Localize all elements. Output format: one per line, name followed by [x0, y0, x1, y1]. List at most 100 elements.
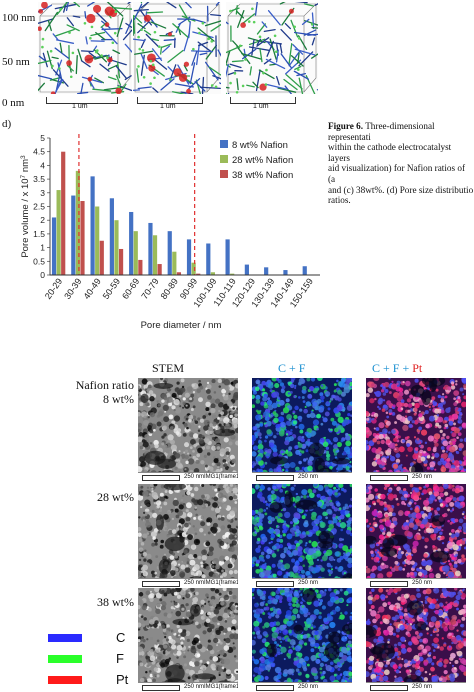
cfpt-header-pt: Pt	[412, 361, 422, 375]
scale-bar	[370, 581, 408, 587]
bar-1-90-99	[187, 239, 191, 275]
map-cfpt-row1: 250 nm	[366, 378, 466, 482]
x-tick-label: 80-89	[159, 276, 180, 301]
cf-header: C + F	[278, 361, 305, 376]
x-tick-label: 50-59	[101, 276, 122, 301]
x-tick-label: 20-29	[43, 276, 64, 301]
x-tick-label: 30-39	[62, 276, 83, 301]
bar-1-150-159	[303, 266, 307, 275]
legend-label-f: F	[116, 651, 124, 666]
y-tick-label: 1	[40, 243, 45, 253]
scale-bar	[142, 475, 180, 481]
scale-bar-label: 250 nm	[298, 474, 318, 480]
legend-label-c: C	[116, 630, 125, 645]
row-label-8wt: 8 wt%	[60, 392, 134, 407]
legend-swatch-c	[48, 634, 82, 642]
map-cfpt-row3: 250 nm	[366, 588, 466, 692]
frame-tag: IMG1(frame1)	[204, 684, 238, 690]
y-tick-label: 4.5	[33, 147, 45, 157]
scale-bar	[142, 581, 180, 587]
scale-bar-strip: 250 nm	[252, 682, 352, 692]
y-axis-label: Pore volume / x 107 nm3	[20, 155, 31, 258]
bar-2-70-79	[153, 235, 157, 275]
bar-1-100-109	[206, 243, 210, 275]
scale-bar	[370, 475, 408, 481]
bar-2-20-29	[57, 190, 61, 275]
bar-2-80-89	[172, 252, 176, 275]
cfpt-header-prefix: C + F +	[372, 361, 412, 375]
scale-bar-strip: 250 nm	[252, 472, 352, 482]
bar-1-110-119	[226, 239, 230, 275]
y-tick-label: 1.5	[33, 229, 45, 239]
legend-label-3: 38 wt% Nafion	[232, 170, 293, 181]
map-cf-row3: 250 nm	[252, 588, 352, 692]
x-tick-label: 60-69	[120, 276, 141, 301]
y-tick-label: 4	[40, 160, 45, 170]
y-tick-label: 3	[40, 188, 45, 198]
scale-bar-strip: 250 nm	[366, 578, 466, 588]
scale-bar-strip: 250 nm	[252, 578, 352, 588]
bar-3-70-79	[158, 264, 162, 275]
scale-bar-strip: 250 nm	[366, 682, 466, 692]
bar-2-60-69	[134, 231, 138, 275]
cfpt-header: C + F + Pt	[372, 361, 422, 376]
scale-bar	[256, 581, 294, 587]
stem-header: STEM	[152, 361, 184, 376]
bar-1-140-149	[283, 270, 287, 275]
bar-1-80-89	[168, 231, 172, 275]
y-tick-label: 0.5	[33, 256, 45, 266]
y-tick-label: 0	[40, 270, 45, 280]
row-label-38wt: 38 wt%	[60, 595, 134, 610]
legend-label-1: 8 wt% Nafion	[232, 140, 288, 151]
bar-3-40-49	[100, 241, 104, 275]
bar-1-20-29	[52, 217, 56, 275]
x-tick-label: 70-79	[139, 276, 160, 301]
legend-swatch-f	[48, 655, 82, 663]
bar-1-130-139	[264, 267, 268, 275]
bar-3-50-59	[119, 249, 123, 275]
legend-swatch-pt	[48, 676, 82, 684]
scale-bar-label: 250 nm	[298, 580, 318, 586]
bar-1-30-39	[71, 196, 75, 275]
map-cfpt-row2: 250 nm	[366, 484, 466, 588]
y-tick-label: 2	[40, 215, 45, 225]
frame-tag: IMG1(frame1)	[204, 474, 238, 480]
row-label-28wt: 28 wt%	[60, 490, 134, 505]
scale-bar-label: 250 nm	[298, 684, 318, 690]
bar-1-120-129	[245, 265, 249, 275]
scale-bar-strip: 250 nm	[366, 472, 466, 482]
scale-bar-label: 250 nm	[412, 474, 432, 480]
scale-bar-label: 250 nm	[412, 580, 432, 586]
scale-bar-label: 250 nm	[412, 684, 432, 690]
bar-3-60-69	[138, 260, 142, 275]
scale-bar	[256, 475, 294, 481]
bar-3-30-39	[80, 201, 84, 275]
map-cf-row1: 250 nm	[252, 378, 352, 482]
bar-1-40-49	[91, 176, 95, 275]
bar-2-50-59	[114, 220, 118, 275]
pore-size-chart: 00.511.522.533.544.5520-2930-3940-4950-5…	[0, 0, 474, 330]
legend-label-pt: Pt	[116, 672, 128, 687]
legend-label-2: 28 wt% Nafion	[232, 155, 293, 166]
frame-tag: IMG1(frame1)	[204, 580, 238, 586]
x-tick-label: 40-49	[81, 276, 102, 301]
bar-3-20-29	[61, 152, 65, 275]
legend-swatch-1	[220, 140, 228, 148]
bar-2-40-49	[95, 207, 99, 276]
y-tick-label: 2.5	[33, 202, 45, 212]
x-axis-label: Pore diameter / nm	[141, 320, 222, 330]
bar-1-50-59	[110, 198, 114, 275]
scale-bar-label: 250 nm	[184, 580, 204, 586]
y-tick-label: 3.5	[33, 174, 45, 184]
legend-swatch-3	[220, 170, 228, 178]
row-title: Nafion ratio	[60, 378, 134, 393]
bar-1-70-79	[148, 223, 152, 275]
scale-bar-label: 250 nm	[184, 684, 204, 690]
legend-swatch-2	[220, 155, 228, 163]
